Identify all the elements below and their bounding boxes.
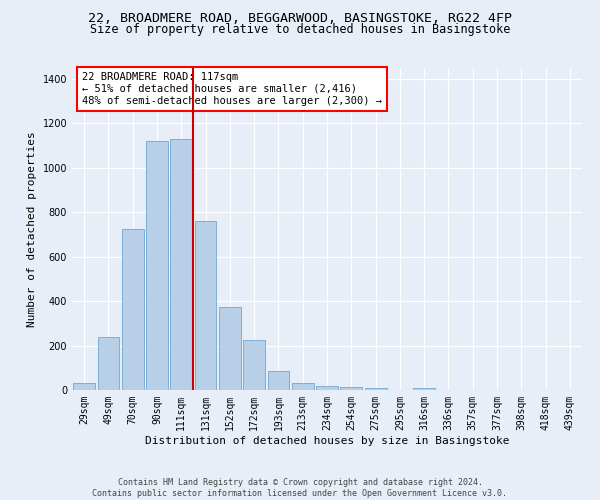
Bar bbox=[122, 229, 143, 390]
Bar bbox=[146, 141, 168, 390]
Bar bbox=[170, 138, 192, 390]
Bar bbox=[365, 388, 386, 390]
Text: 22, BROADMERE ROAD, BEGGARWOOD, BASINGSTOKE, RG22 4FP: 22, BROADMERE ROAD, BEGGARWOOD, BASINGST… bbox=[88, 12, 512, 26]
Bar bbox=[243, 340, 265, 390]
Bar bbox=[219, 306, 241, 390]
Bar bbox=[413, 388, 435, 390]
Y-axis label: Number of detached properties: Number of detached properties bbox=[27, 131, 37, 326]
Bar bbox=[316, 386, 338, 390]
Bar bbox=[194, 221, 217, 390]
Bar bbox=[73, 384, 95, 390]
Text: Contains HM Land Registry data © Crown copyright and database right 2024.
Contai: Contains HM Land Registry data © Crown c… bbox=[92, 478, 508, 498]
Bar bbox=[268, 371, 289, 390]
X-axis label: Distribution of detached houses by size in Basingstoke: Distribution of detached houses by size … bbox=[145, 436, 509, 446]
Text: 22 BROADMERE ROAD: 117sqm
← 51% of detached houses are smaller (2,416)
48% of se: 22 BROADMERE ROAD: 117sqm ← 51% of detac… bbox=[82, 72, 382, 106]
Bar bbox=[97, 336, 119, 390]
Bar bbox=[292, 384, 314, 390]
Bar bbox=[340, 386, 362, 390]
Text: Size of property relative to detached houses in Basingstoke: Size of property relative to detached ho… bbox=[90, 22, 510, 36]
